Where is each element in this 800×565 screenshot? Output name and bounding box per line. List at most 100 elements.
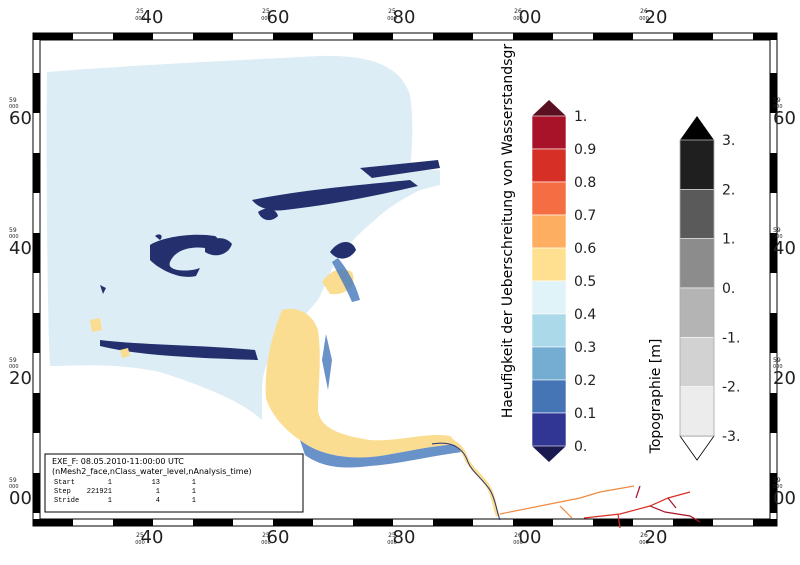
- x-tick-minor2-bottom: 000: [639, 540, 649, 546]
- colorbar-tick-label: 1.: [574, 109, 587, 125]
- colorbar-tick-label: 0.: [574, 439, 587, 455]
- colorbar-bin: [531, 115, 567, 150]
- y-tick-minor2-right: 000: [773, 364, 783, 370]
- y-tick-minor-left: 59: [9, 477, 17, 484]
- y-tick-label-left: 60: [9, 108, 32, 129]
- colorbar-tick-label: -3.: [722, 429, 740, 445]
- coast-shading: [300, 258, 462, 468]
- y-tick-label-right: 20: [773, 368, 796, 389]
- y-tick-minor2-left: 000: [9, 104, 19, 110]
- x-tick-minor2-bottom: 000: [387, 540, 397, 546]
- colorbar-tick-label: 0.2: [574, 373, 596, 389]
- colorbar-bin: [531, 280, 567, 315]
- y-tick-minor2-right: 000: [773, 484, 783, 490]
- river-channel: [429, 437, 500, 517]
- y-tick-label-left: 00: [9, 488, 32, 509]
- colorbar-tick-label: 0.9: [574, 142, 596, 158]
- map-frame: 4025000402500060250006025000802500080250…: [9, 7, 796, 548]
- colorbar-under-triangle: [532, 446, 566, 462]
- colorbar-tick-label: 0.3: [574, 340, 596, 356]
- colorbar-tick-label: -1.: [722, 330, 740, 346]
- y-tick-minor-right: 59: [773, 357, 781, 364]
- x-tick-minor2-top: 000: [261, 16, 271, 22]
- info-row-value: 1: [192, 497, 196, 505]
- y-tick-label-right: 60: [773, 108, 796, 129]
- y-tick-label-left: 20: [9, 368, 32, 389]
- colorbar-bin: [679, 189, 715, 239]
- colorbar-bin: [679, 287, 715, 338]
- x-tick-label-bottom: 40: [141, 527, 164, 548]
- y-tick-minor2-right: 000: [773, 234, 783, 240]
- y-tick-minor2-right: 000: [773, 104, 783, 110]
- colorbar-over-triangle: [680, 116, 714, 140]
- colorbar-bin: [679, 386, 715, 437]
- y-tick-minor-left: 59: [9, 97, 17, 104]
- colorbar-tick-label: 0.1: [574, 406, 596, 422]
- x-tick-label-top: 80: [393, 7, 416, 28]
- colorbar-bin: [531, 148, 567, 183]
- x-tick-minor-top: 25: [388, 8, 396, 15]
- y-tick-minor2-left: 000: [9, 234, 19, 240]
- colorbar-bin: [531, 379, 567, 414]
- upstream-network: [499, 485, 701, 529]
- x-tick-minor2-top: 000: [639, 16, 649, 22]
- colorbar-over-triangle: [532, 100, 566, 116]
- info-line-2: (nMesh2_face,nClass_water_level,nAnalysi…: [52, 467, 252, 476]
- colorbar-tick-label: -2.: [722, 380, 740, 396]
- colorbar-bin: [679, 139, 715, 190]
- info-row-label: Start: [54, 479, 75, 487]
- x-tick-label-top: 20: [645, 7, 668, 28]
- colorbar-bin: [531, 247, 567, 282]
- x-tick-label-bottom: 60: [267, 527, 290, 548]
- info-box: EXE_F: 08.05.2010-11:00:00 UTC (nMesh2_f…: [44, 453, 304, 513]
- colorbar-bin: [679, 238, 715, 289]
- colorbar-tick-label: 0.6: [574, 241, 596, 257]
- x-tick-minor-bottom: 25: [136, 532, 144, 539]
- x-tick-minor2-bottom: 000: [261, 540, 271, 546]
- y-tick-minor-left: 59: [9, 227, 17, 234]
- colorbar-tick-label: 1.: [722, 232, 735, 248]
- colorbar-tick-label: 3.: [722, 133, 735, 149]
- colorbar-bin: [531, 412, 567, 447]
- y-tick-minor-right: 59: [773, 477, 781, 484]
- colorbar-tick-label: 0.: [722, 281, 735, 297]
- river-outline: [431, 442, 501, 521]
- x-tick-label-bottom: 00: [519, 527, 542, 548]
- colorbar-topography-title: Topographie [m]: [648, 339, 664, 455]
- info-row-value: 1: [192, 488, 196, 496]
- x-tick-minor2-top: 000: [513, 16, 523, 22]
- colorbar-tick-label: 0.7: [574, 208, 596, 224]
- sea-region: [46, 55, 440, 420]
- info-row-value: 1: [108, 479, 112, 487]
- x-tick-label-bottom: 80: [393, 527, 416, 548]
- info-row-label: Step: [54, 488, 71, 496]
- x-tick-minor-bottom: 25: [262, 532, 270, 539]
- colorbar-bin: [531, 313, 567, 348]
- colorbar-bin: [531, 181, 567, 216]
- colorbar-bin: [531, 214, 567, 249]
- colorbar-tick-label: 0.4: [574, 307, 596, 323]
- x-tick-minor-top: 26: [640, 8, 648, 15]
- x-tick-minor2-top: 000: [387, 16, 397, 22]
- y-tick-label-left: 40: [9, 238, 32, 259]
- info-row-value: 1: [108, 497, 112, 505]
- colorbar-bin: [531, 346, 567, 381]
- colorbar-exceedance-title: Haeufigkeit der Ueberschreitung von Wass…: [500, 44, 516, 419]
- info-row-value: 221921: [87, 488, 112, 496]
- map-area: [46, 55, 701, 529]
- y-tick-minor2-left: 000: [9, 364, 19, 370]
- colorbar-tick-label: 0.5: [574, 274, 596, 290]
- islands: [100, 160, 440, 360]
- colorbar-bin: [679, 337, 715, 387]
- x-tick-label-top: 40: [141, 7, 164, 28]
- colorbar-topography: 3. 2. 1. 0. -1. -2. -3.: [679, 116, 740, 461]
- x-tick-minor-top: 25: [262, 8, 270, 15]
- x-tick-minor2-top: 000: [135, 16, 145, 22]
- info-row-value: 1: [156, 488, 160, 496]
- x-tick-label-top: 60: [267, 7, 290, 28]
- info-row-value: 1: [192, 479, 196, 487]
- x-tick-minor-bottom: 26: [640, 532, 648, 539]
- info-line-1: EXE_F: 08.05.2010-11:00:00 UTC: [52, 457, 184, 466]
